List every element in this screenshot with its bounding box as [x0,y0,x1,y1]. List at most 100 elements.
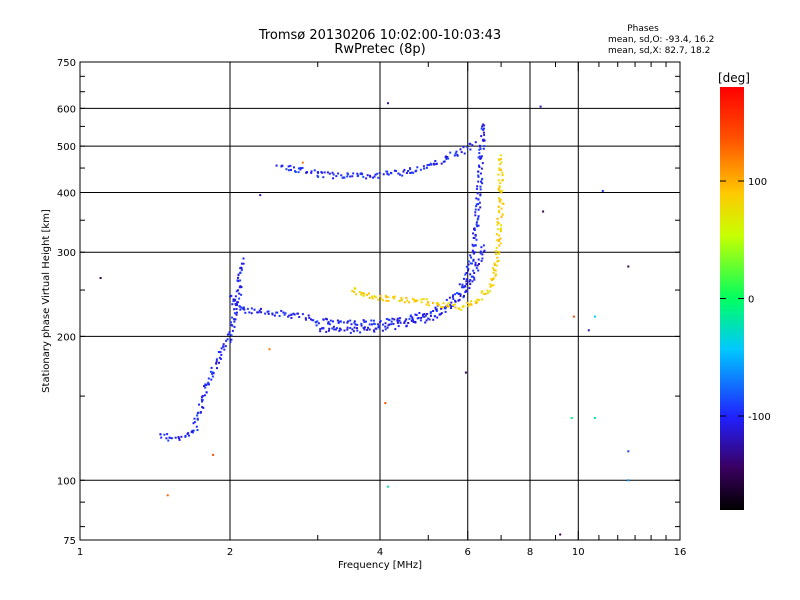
trace-point [432,162,435,165]
trace-point [174,436,177,439]
trace-point [478,166,481,168]
trace-point [483,139,486,142]
trace-point [436,302,439,305]
trace-point [398,319,401,322]
trace-point [337,172,340,175]
trace-point [297,171,300,174]
trace-point [473,229,476,231]
trace-point [376,172,379,175]
trace-point [496,217,499,220]
trace-point [307,314,310,317]
trace-point [211,372,214,375]
trace-point [460,308,463,311]
trace-point [435,309,438,312]
trace-point [495,273,498,276]
trace-point [469,262,472,265]
trace-point [384,294,387,297]
trace-point [462,146,465,149]
trace-point [486,291,489,294]
trace-point [392,296,395,299]
trace-point [448,305,451,308]
trace-point [469,254,472,257]
trace-point [462,296,465,299]
trace-point [470,275,473,278]
trace-point [502,202,505,205]
trace-point [239,285,242,288]
trace-point [482,139,485,142]
trace-point [267,312,270,315]
trace-point [293,166,295,169]
trace-point [299,167,302,170]
trace-point [486,289,489,292]
trace-point [328,172,331,175]
trace-point [498,234,501,237]
outlier-point [268,348,271,351]
trace-point [356,172,359,175]
trace-point [368,323,371,326]
trace-point [235,313,238,316]
trace-point [388,319,391,321]
trace-point [498,167,501,170]
trace-point [240,306,243,309]
trace-point [346,175,349,178]
trace-point [464,285,467,288]
trace-point [497,240,500,243]
trace-point [230,338,233,341]
trace-point [393,318,396,321]
trace-point [388,323,391,326]
trace-point [412,171,415,174]
trace-point [452,298,455,300]
trace-point [474,244,477,247]
trace-point [458,283,461,286]
trace-point [474,208,477,211]
trace-point [467,269,469,272]
trace-point [327,321,330,324]
trace-point [193,421,196,424]
trace-point [387,296,389,299]
trace-point [475,238,478,241]
trace-point [335,175,338,178]
trace-point [233,318,236,321]
trace-point [483,249,486,252]
trace-point [370,319,373,322]
outlier-point [301,161,304,164]
trace-point [495,233,498,236]
trace-point [501,189,503,192]
trace-point [340,174,343,177]
trace-point [473,278,476,281]
trace-point [177,436,180,439]
trace-point [497,173,500,176]
trace-point [229,341,232,344]
trace-point [469,148,472,151]
trace-point [498,211,501,214]
trace-point [501,171,504,174]
trace-point [429,312,432,315]
trace-point [483,127,485,130]
trace-point [284,312,287,315]
trace-point [369,175,372,178]
trace-point [498,250,501,253]
trace-point [328,323,331,326]
trace-point [472,258,475,261]
trace-point [461,285,464,288]
trace-point [220,347,223,350]
trace-point [230,294,233,297]
trace-point [422,165,425,168]
trace-point [422,298,425,301]
trace-point [240,293,243,296]
outlier-point [387,485,389,488]
trace-point [420,301,423,304]
trace-point [355,293,358,296]
outlier-point [593,315,596,318]
trace-point [226,338,229,341]
trace-point [360,322,363,325]
trace-point [351,175,354,178]
trace-point [317,322,320,325]
trace-point [322,176,325,179]
trace-point [423,313,426,315]
trace-point [477,208,480,211]
trace-point [297,167,300,170]
trace-point [336,319,339,322]
trace-point [373,295,376,298]
